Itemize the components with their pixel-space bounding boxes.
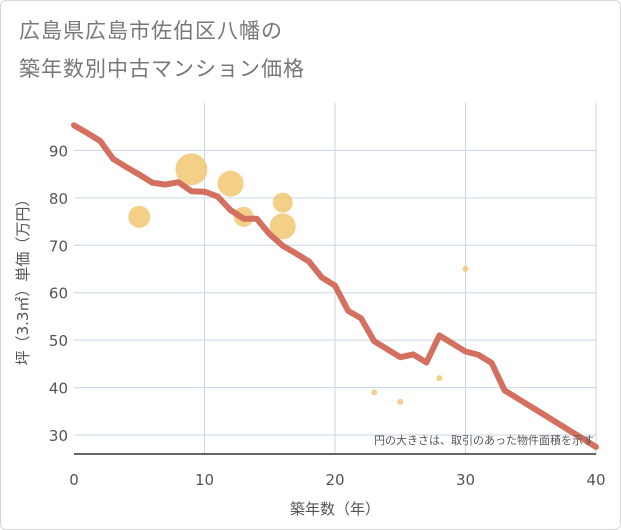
x-tick-label: 20 xyxy=(325,471,344,489)
bubble-layer xyxy=(128,153,469,405)
chart-title-line-1: 広島県広島市佐伯区八幡の xyxy=(19,19,283,43)
transaction-bubble xyxy=(272,192,293,213)
y-tick-labels: 30 40 50 60 70 80 90 xyxy=(49,142,68,445)
y-tick-label: 80 xyxy=(49,190,68,208)
transaction-bubble xyxy=(269,213,296,240)
chart-title-line-2: 築年数別中古マンション価格 xyxy=(19,57,305,81)
y-tick-label: 40 xyxy=(49,380,68,398)
x-tick-label: 40 xyxy=(586,471,605,489)
transaction-bubble xyxy=(217,170,244,197)
transaction-bubble xyxy=(462,266,469,273)
x-axis-label: 築年数（年） xyxy=(290,500,380,518)
transaction-bubble xyxy=(371,389,378,396)
transaction-bubble xyxy=(397,398,404,405)
transaction-bubble xyxy=(436,375,443,382)
grid-lines xyxy=(74,103,597,454)
transaction-bubble xyxy=(175,153,208,186)
y-tick-label: 50 xyxy=(49,332,68,350)
price-trend-line xyxy=(71,122,599,450)
y-tick-label: 90 xyxy=(49,142,68,160)
y-tick-label: 30 xyxy=(49,427,68,445)
y-tick-label: 70 xyxy=(49,237,68,255)
y-axis-label: 坪（3.3㎡）単価（万円） xyxy=(14,192,32,366)
x-tick-labels: 0 10 20 30 40 xyxy=(69,471,605,489)
x-tick-label: 30 xyxy=(456,471,475,489)
transaction-bubble xyxy=(128,205,151,228)
x-tick-label: 10 xyxy=(195,471,214,489)
x-tick-label: 0 xyxy=(69,471,79,489)
bubble-size-note: 円の大きさは、取引のあった物件面積を示す xyxy=(374,433,594,447)
y-tick-label: 60 xyxy=(49,285,68,303)
